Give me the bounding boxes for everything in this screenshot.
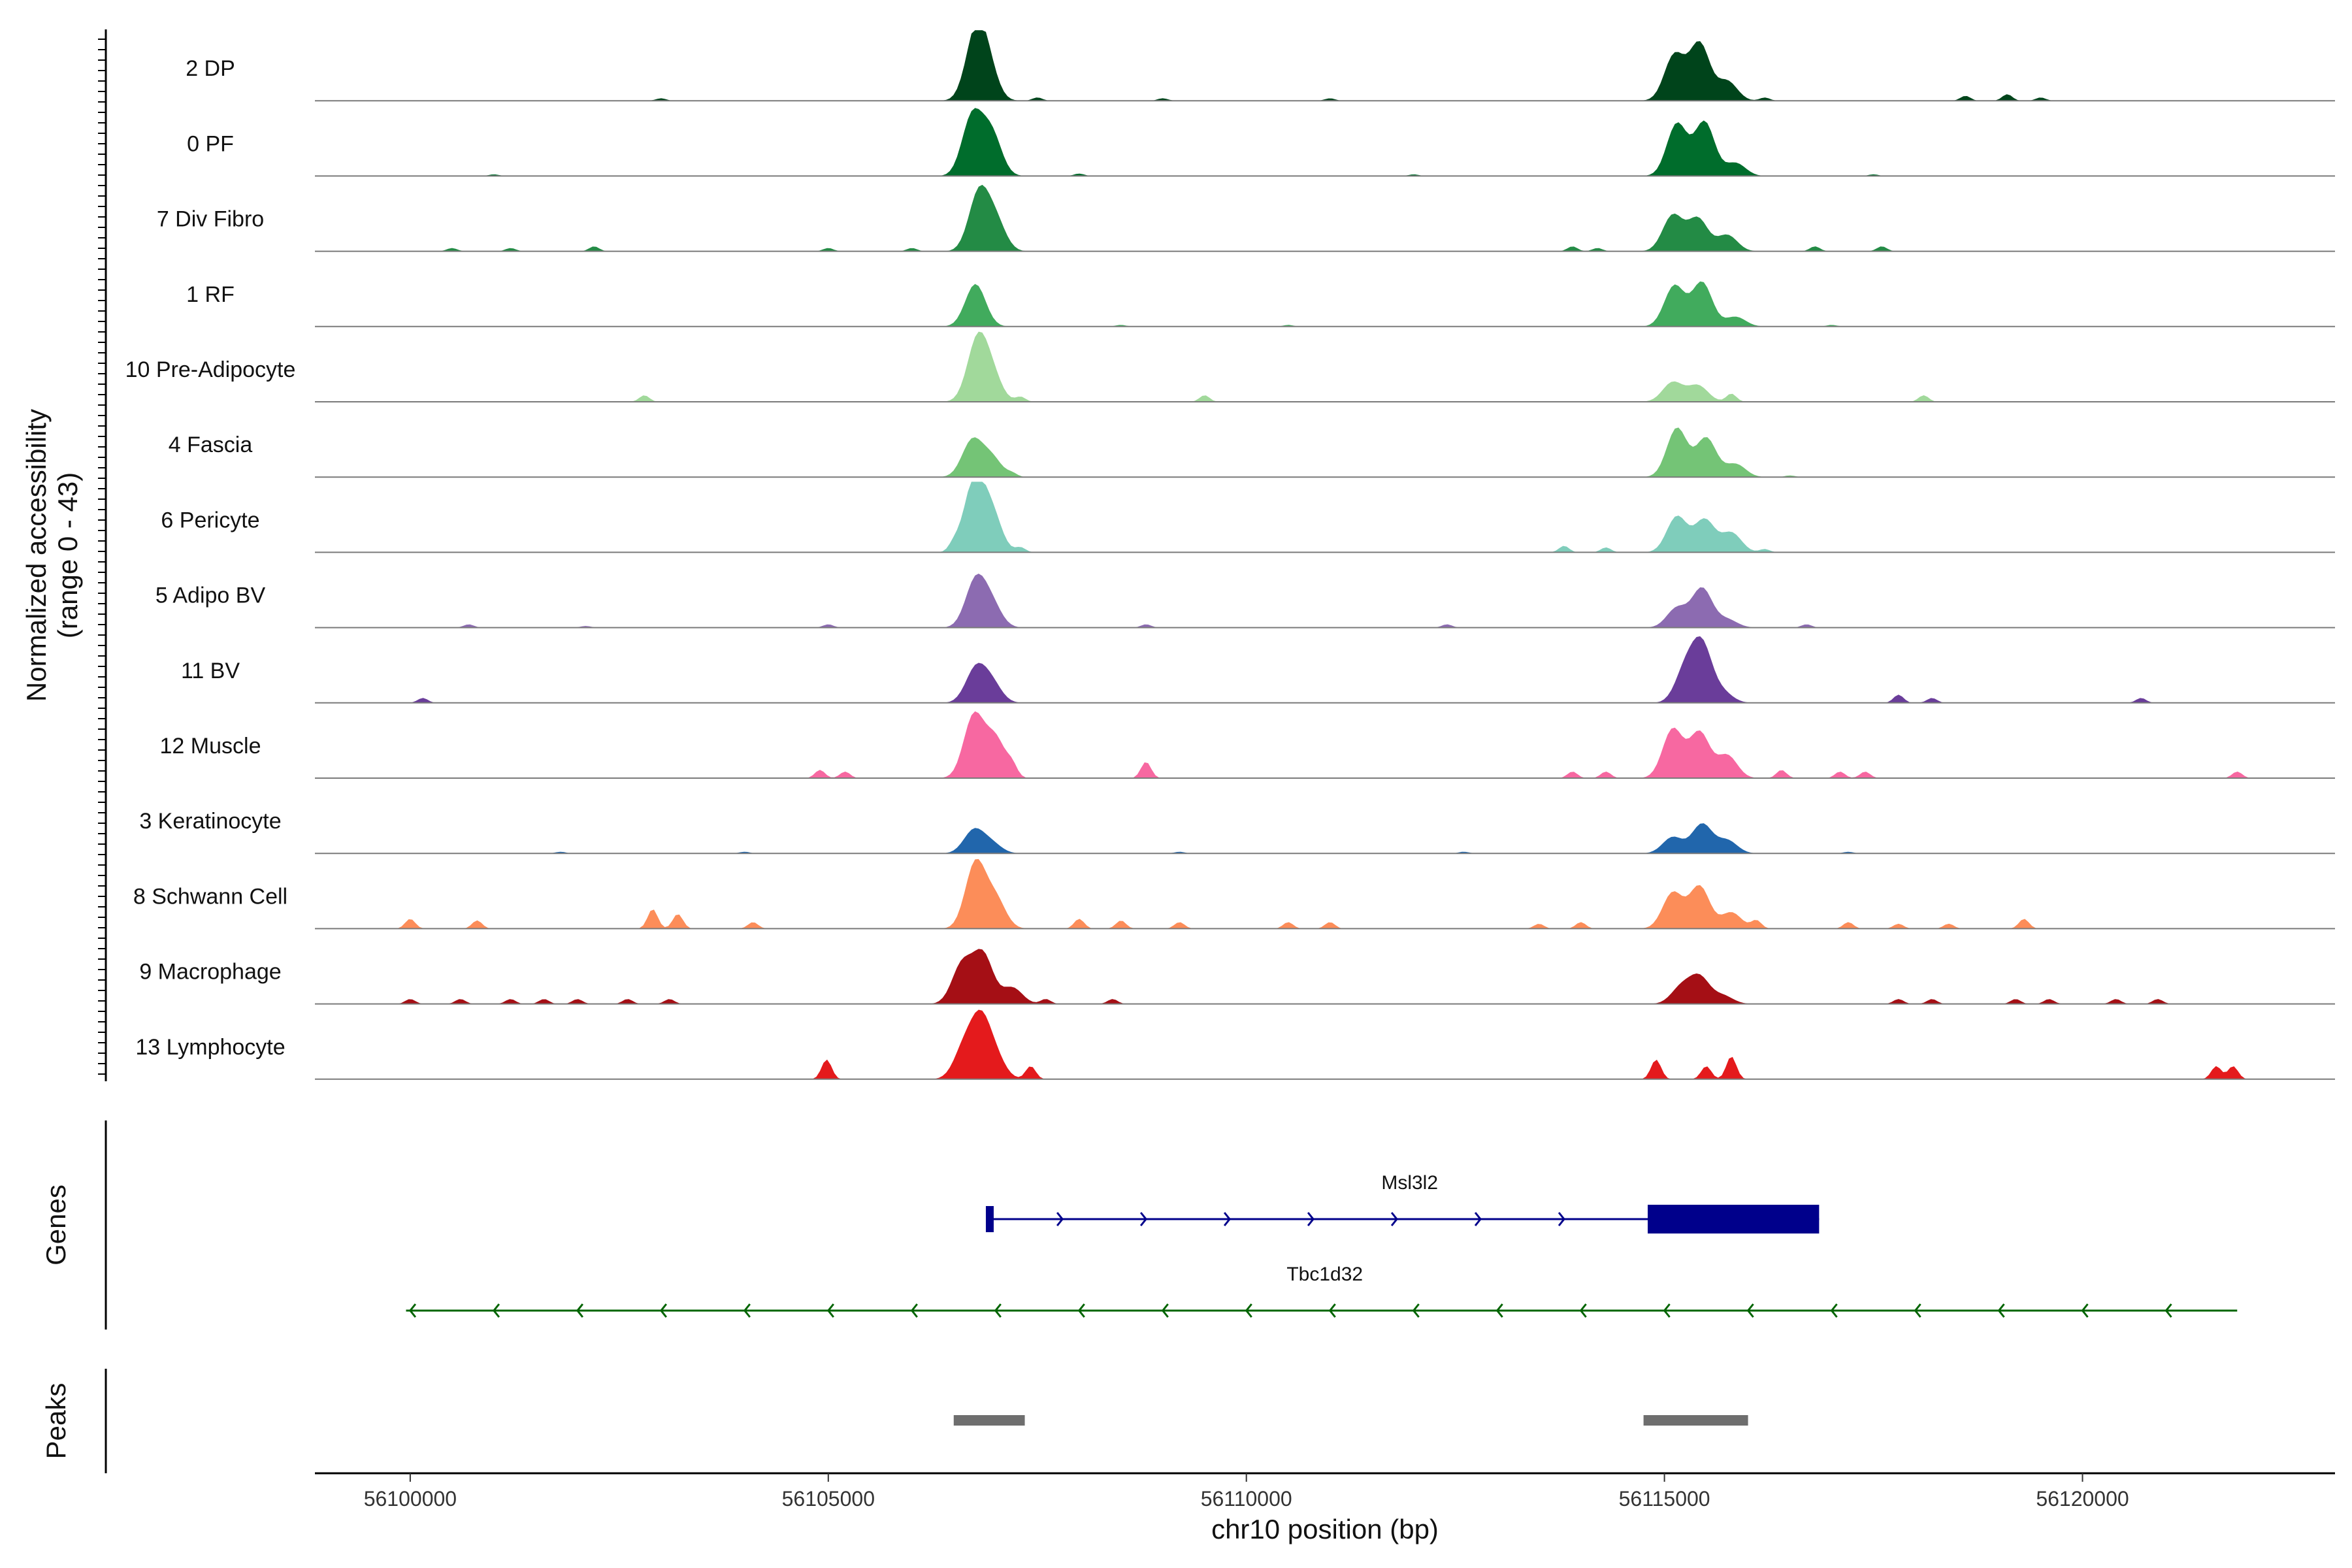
track-9: 11 BV	[181, 636, 2335, 704]
strand-arrow	[1997, 1303, 2005, 1318]
gene-exon-block	[1648, 1205, 1820, 1233]
peaks-panel-title: Peaks	[41, 1383, 71, 1460]
coverage-area	[315, 1009, 2335, 1079]
track-7: 6 Pericyte	[161, 482, 2335, 553]
coverage-tracks: 2 DP 0 PF 7 Div Fibro 1 RF 10 Pre-Adipocyte 4…	[125, 30, 2335, 1080]
strand-arrow	[1495, 1303, 1503, 1318]
track-label: 9 Macrophage	[139, 960, 281, 985]
track-label: 12 Muscle	[160, 734, 261, 759]
x-tick-label: 56115000	[1619, 1487, 1710, 1511]
strand-arrow	[1390, 1212, 1398, 1226]
track-8: 5 Adipo BV	[155, 574, 2335, 629]
gene-annotations: Msl3l2 Tbc1d32	[406, 1172, 2238, 1318]
coverage-area	[315, 108, 2335, 176]
strand-arrow	[1223, 1212, 1232, 1226]
strand-arrow	[576, 1303, 584, 1318]
strand-arrow	[1558, 1212, 1565, 1226]
coverage-area	[315, 482, 2335, 553]
y-axis-range-label: (range 0 - 43)	[52, 472, 83, 638]
gene-tbc1d32: Tbc1d32	[406, 1264, 2238, 1318]
peak-region	[953, 1415, 1025, 1426]
strand-arrow	[1474, 1212, 1482, 1226]
track-13: 9 Macrophage	[139, 949, 2335, 1005]
strand-arrow	[1077, 1303, 1085, 1318]
gene-msl3l2: Msl3l2	[985, 1172, 1820, 1233]
track-4: 1 RF	[186, 281, 2335, 327]
gene-label: Msl3l2	[1381, 1172, 1438, 1194]
strand-arrow	[1746, 1303, 1754, 1318]
strand-arrow	[2081, 1303, 2089, 1318]
strand-arrow	[1914, 1303, 1921, 1318]
coverage-area	[315, 184, 2335, 252]
strand-arrow	[1328, 1303, 1336, 1318]
coverage-area	[315, 949, 2335, 1004]
strand-arrow	[492, 1303, 500, 1318]
coverage-area	[315, 30, 2335, 101]
track-11: 3 Keratinocyte	[139, 809, 2335, 855]
x-tick-label: 56120000	[2036, 1487, 2129, 1511]
coverage-area	[315, 331, 2335, 402]
coverage-area	[315, 711, 2335, 778]
genes-panel-title: Genes	[41, 1184, 71, 1266]
track-label: 8 Schwann Cell	[133, 884, 287, 909]
strand-arrow	[910, 1303, 918, 1318]
coverage-y-axis-title: Normalized accessibility (range 0 - 43)	[21, 409, 83, 702]
strand-arrow	[1830, 1303, 1838, 1318]
coverage-area	[315, 574, 2335, 628]
strand-arrow	[408, 1303, 417, 1318]
gene-label: Tbc1d32	[1286, 1264, 1363, 1285]
track-label: 0 PF	[187, 131, 234, 156]
coverage-area	[315, 281, 2335, 327]
track-3: 7 Div Fibro	[157, 184, 2335, 252]
peak-region	[1643, 1415, 1748, 1426]
strand-arrow	[1663, 1303, 1671, 1318]
track-10: 12 Muscle	[160, 711, 2335, 779]
coverage-area	[315, 858, 2335, 929]
peak-regions	[953, 1415, 1748, 1426]
coverage-area	[315, 636, 2335, 703]
track-6: 4 Fascia	[169, 427, 2335, 478]
strand-arrow	[1161, 1303, 1169, 1318]
track-5: 10 Pre-Adipocyte	[125, 331, 2335, 402]
strand-arrow	[1056, 1212, 1064, 1226]
x-axis-ticks: 56100000 56105000 56110000 56115000 56120000	[364, 1473, 2129, 1511]
strand-arrow	[994, 1303, 1002, 1318]
strand-arrow	[1412, 1303, 1420, 1318]
strand-arrow	[1579, 1303, 1587, 1318]
track-label: 3 Keratinocyte	[139, 809, 281, 834]
track-label: 1 RF	[186, 282, 235, 307]
track-label: 5 Adipo BV	[155, 583, 266, 608]
track-14: 13 Lymphocyte	[135, 1009, 2335, 1080]
track-label: 7 Div Fibro	[157, 207, 264, 232]
coverage-area	[315, 427, 2335, 478]
track-label: 11 BV	[181, 659, 240, 683]
strand-arrow	[826, 1303, 834, 1318]
track-2: 0 PF	[187, 108, 2335, 177]
strand-arrow	[1307, 1212, 1315, 1226]
strand-arrow	[743, 1303, 751, 1318]
coverage-area	[315, 823, 2335, 854]
y-axis-title: Normalized accessibility	[21, 409, 52, 702]
strand-arrow	[659, 1303, 668, 1318]
track-label: 6 Pericyte	[161, 508, 259, 532]
coverage-y-axis-ticks	[98, 39, 106, 1075]
gene-exon-block	[985, 1206, 994, 1232]
strand-arrow	[2164, 1303, 2172, 1318]
track-label: 2 DP	[186, 56, 235, 81]
x-tick-label: 56110000	[1201, 1487, 1292, 1511]
x-tick-label: 56105000	[782, 1487, 875, 1511]
track-1: 2 DP	[186, 30, 2335, 102]
x-tick-label: 56100000	[364, 1487, 457, 1511]
strand-arrow	[1139, 1212, 1148, 1226]
strand-arrow	[1245, 1303, 1252, 1318]
track-label: 13 Lymphocyte	[135, 1035, 285, 1060]
x-axis-title: chr10 position (bp)	[1211, 1514, 1439, 1544]
track-label: 4 Fascia	[169, 433, 253, 457]
track-label: 10 Pre-Adipocyte	[125, 357, 296, 382]
track-12: 8 Schwann Cell	[133, 858, 2335, 930]
